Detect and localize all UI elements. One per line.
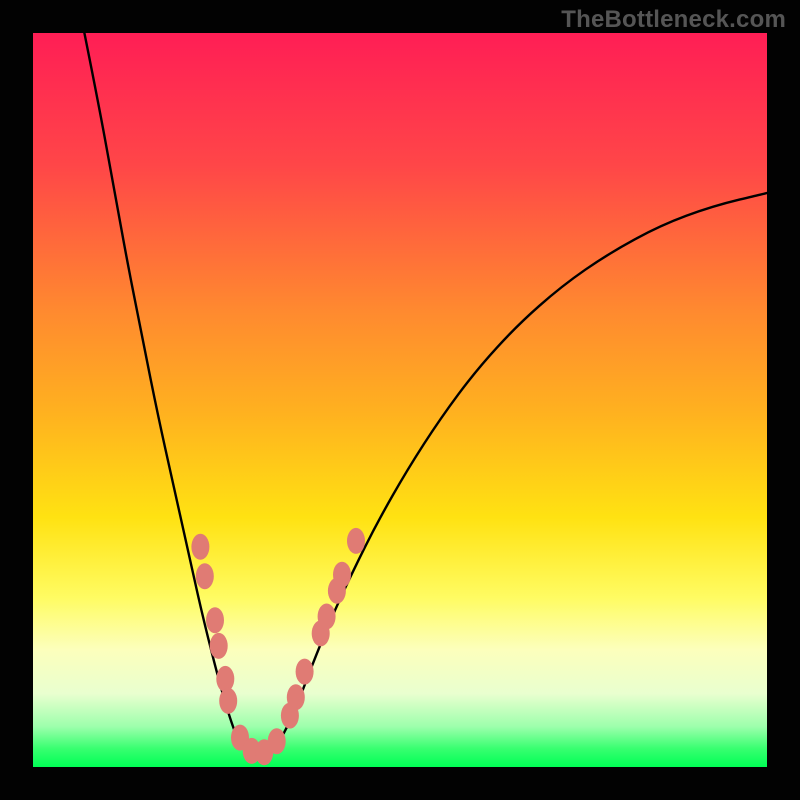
data-marker [206, 607, 224, 633]
data-marker [210, 633, 228, 659]
chart-svg [33, 33, 767, 767]
data-marker [318, 604, 336, 630]
chart-stage: TheBottleneck.com [0, 0, 800, 800]
data-marker [191, 534, 209, 560]
bottleneck-curve [84, 33, 767, 756]
data-marker [196, 563, 214, 589]
data-marker [216, 666, 234, 692]
data-marker [347, 528, 365, 554]
watermark-text: TheBottleneck.com [561, 6, 786, 34]
plot-area [33, 33, 767, 767]
data-marker [268, 728, 286, 754]
data-marker [287, 684, 305, 710]
data-marker [296, 659, 314, 685]
data-marker [219, 688, 237, 714]
data-markers [191, 528, 365, 765]
data-marker [333, 562, 351, 588]
